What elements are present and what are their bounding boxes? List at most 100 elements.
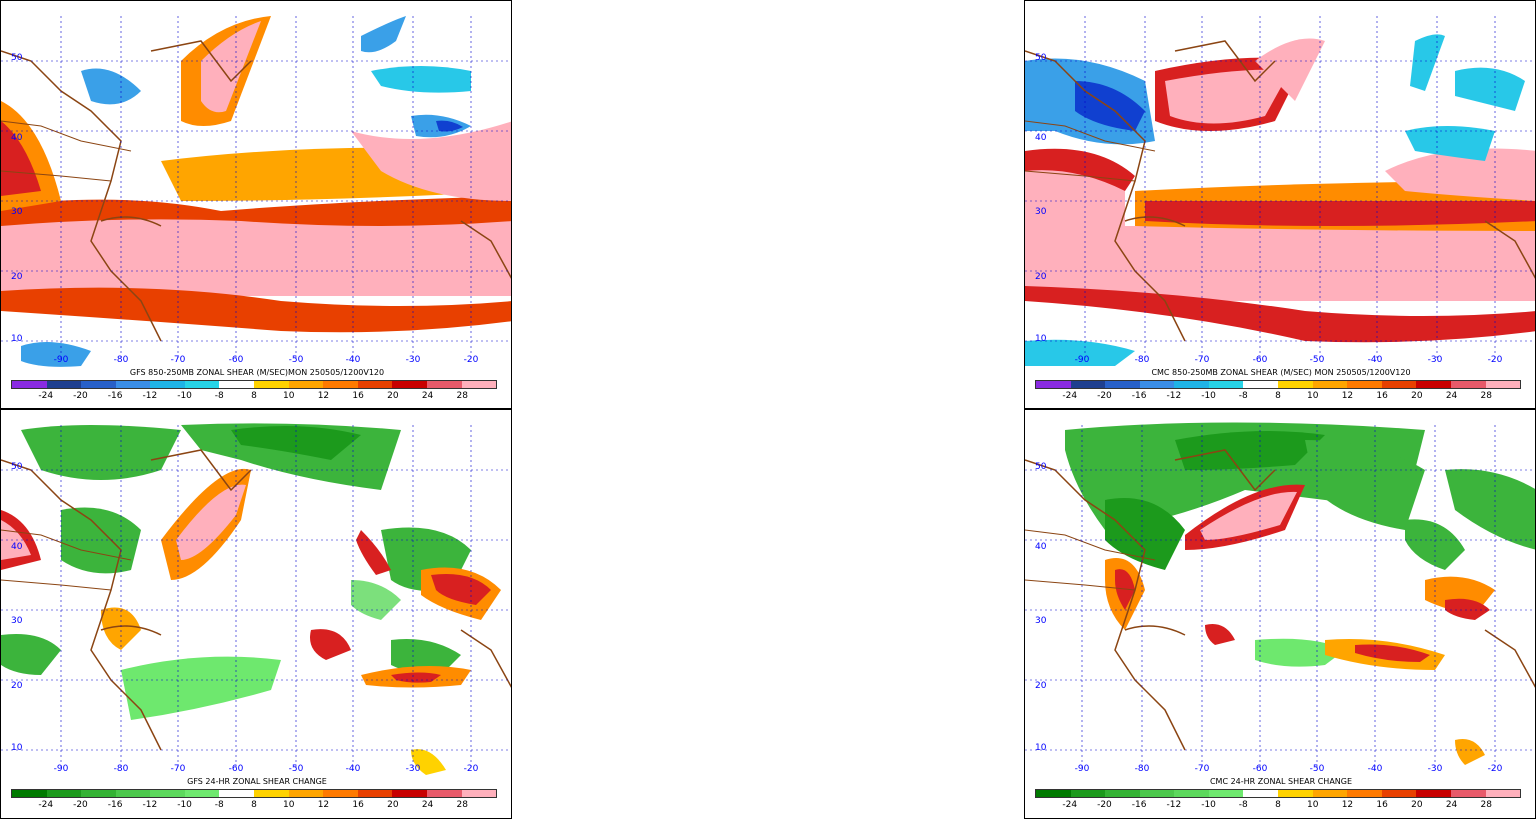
colorbar-label: 16 bbox=[352, 800, 364, 810]
colorbar-label: 16 bbox=[1376, 800, 1388, 810]
lat-label: 40 bbox=[1035, 542, 1047, 552]
colorbar-label: 12 bbox=[317, 800, 330, 810]
colorbar-swatch bbox=[1036, 790, 1071, 797]
colorbar-swatch bbox=[357, 790, 393, 797]
lon-label: -40 bbox=[1367, 355, 1383, 365]
colorbar-swatch bbox=[1416, 790, 1451, 797]
lon-label: -40 bbox=[1367, 764, 1383, 774]
panel-title: CMC 850-250MB ZONAL SHEAR (M/SEC) MON 25… bbox=[1151, 368, 1411, 377]
lat-label: 20 bbox=[11, 272, 23, 282]
lon-label: -20 bbox=[463, 355, 479, 365]
colorbar-label: 20 bbox=[1411, 800, 1423, 810]
colorbar-label: -10 bbox=[1201, 391, 1216, 401]
lon-label: -20 bbox=[463, 764, 479, 774]
colorbar-swatch bbox=[1070, 381, 1106, 388]
lat-label: 10 bbox=[1035, 743, 1047, 753]
colorbar-swatch bbox=[12, 381, 47, 388]
colorbar-label: -16 bbox=[1131, 800, 1147, 810]
colorbar bbox=[11, 789, 497, 798]
colorbar-swatch bbox=[323, 381, 358, 388]
colorbar-label: 28 bbox=[456, 800, 469, 810]
colorbar-swatch bbox=[288, 381, 324, 388]
colorbar-swatch bbox=[426, 381, 462, 388]
colorbar-swatch bbox=[1485, 381, 1521, 388]
lon-label: -60 bbox=[228, 764, 244, 774]
lon-label: -70 bbox=[170, 764, 186, 774]
colorbar-label: 20 bbox=[387, 800, 399, 810]
lon-label: -20 bbox=[1487, 764, 1503, 774]
colorbar-swatch bbox=[1278, 790, 1313, 797]
lon-label: -60 bbox=[228, 355, 244, 365]
colorbar-label: 24 bbox=[421, 391, 434, 401]
lon-label: -70 bbox=[1194, 355, 1210, 365]
colorbar-label: 24 bbox=[1445, 800, 1458, 810]
colorbar-label: -10 bbox=[1201, 800, 1216, 810]
colorbar-label: 12 bbox=[1341, 800, 1354, 810]
panel-title: GFS 24-HR ZONAL SHEAR CHANGE bbox=[187, 777, 327, 786]
colorbar-label: -20 bbox=[73, 800, 88, 810]
lon-label: -40 bbox=[345, 355, 361, 365]
panel-title: CMC 24-HR ZONAL SHEAR CHANGE bbox=[1209, 777, 1353, 786]
colorbar-swatch bbox=[323, 790, 358, 797]
colorbar-swatch bbox=[1105, 790, 1140, 797]
colorbar-label: 8 bbox=[251, 800, 257, 810]
colorbar-swatch bbox=[150, 381, 185, 388]
colorbar-swatch bbox=[392, 790, 427, 797]
lat-label: 50 bbox=[11, 53, 23, 63]
colorbar-labels: -24 -20 -16 -12 -10 -8 8 10 12 16 20 24 28 bbox=[1035, 391, 1521, 403]
colorbar-label: -16 bbox=[107, 800, 123, 810]
colorbar-label: -24 bbox=[38, 800, 54, 810]
colorbar-label: -16 bbox=[1131, 391, 1147, 401]
lat-label: 20 bbox=[1035, 272, 1047, 282]
colorbar-label: 10 bbox=[282, 391, 295, 401]
colorbar-label: -16 bbox=[107, 391, 123, 401]
panel-gfs-shear: 50 40 30 20 10 -90 -80 -70 -60 -50 -40 -… bbox=[0, 0, 512, 409]
colorbar-swatch bbox=[461, 790, 497, 797]
lat-label: 20 bbox=[1035, 681, 1047, 691]
colorbar-swatch bbox=[1139, 381, 1175, 388]
colorbar-label: -20 bbox=[73, 391, 88, 401]
colorbar-labels: -24 -20 -16 -12 -10 -8 8 10 12 16 20 24 28 bbox=[1035, 800, 1521, 812]
colorbar-swatch bbox=[46, 790, 82, 797]
colorbar-swatch bbox=[1347, 790, 1382, 797]
colorbar-label: -10 bbox=[177, 800, 192, 810]
colorbar-label: 8 bbox=[1275, 391, 1281, 401]
colorbar-swatch bbox=[1174, 790, 1209, 797]
colorbar-label: 8 bbox=[1275, 800, 1281, 810]
colorbar-labels: -24 -20 -16 -12 -10 -8 8 10 12 16 20 24 28 bbox=[11, 800, 497, 812]
lat-label: 50 bbox=[11, 462, 23, 472]
colorbar-label: 8 bbox=[251, 391, 257, 401]
map-cmc-shear bbox=[1025, 16, 1535, 366]
colorbar-label: 16 bbox=[352, 391, 364, 401]
lat-label: 40 bbox=[11, 133, 23, 143]
colorbar-label: -12 bbox=[1166, 391, 1182, 401]
panel-gfs-change: 50 40 30 20 10 -90 -80 -70 -60 -50 -40 -… bbox=[0, 409, 512, 819]
lon-label: -80 bbox=[113, 355, 129, 365]
panel-cmc-shear: 50 40 30 20 10 -90 -80 -70 -60 -50 -40 -… bbox=[1024, 0, 1536, 409]
map-gfs-change bbox=[1, 423, 511, 775]
lon-label: -90 bbox=[53, 764, 69, 774]
colorbar-swatch bbox=[46, 381, 82, 388]
lat-label: 40 bbox=[1035, 133, 1047, 143]
lon-label: -30 bbox=[1427, 764, 1443, 774]
map-gfs-shear bbox=[1, 16, 511, 367]
colorbar-swatch bbox=[426, 790, 462, 797]
colorbar-swatch bbox=[1381, 790, 1417, 797]
lon-label: -90 bbox=[1074, 355, 1090, 365]
panel-title: GFS 850-250MB ZONAL SHEAR (M/SEC)MON 250… bbox=[129, 368, 385, 377]
colorbar-swatch bbox=[1174, 381, 1209, 388]
lon-label: -50 bbox=[288, 355, 304, 365]
colorbar-label: -24 bbox=[38, 391, 54, 401]
colorbar-swatch bbox=[1105, 381, 1140, 388]
colorbar-label: 12 bbox=[317, 391, 330, 401]
colorbar-label: 24 bbox=[1445, 391, 1458, 401]
colorbar-swatch bbox=[392, 381, 427, 388]
colorbar-label: 12 bbox=[1341, 391, 1354, 401]
colorbar-label: -24 bbox=[1062, 391, 1078, 401]
colorbar-swatch bbox=[1416, 381, 1451, 388]
colorbar bbox=[1035, 789, 1521, 798]
lat-label: 30 bbox=[1035, 616, 1047, 626]
colorbar-labels: -24 -20 -16 -12 -10 -8 8 10 12 16 20 24 28 bbox=[11, 391, 497, 403]
colorbar-swatch bbox=[1139, 790, 1175, 797]
lon-label: -50 bbox=[288, 764, 304, 774]
